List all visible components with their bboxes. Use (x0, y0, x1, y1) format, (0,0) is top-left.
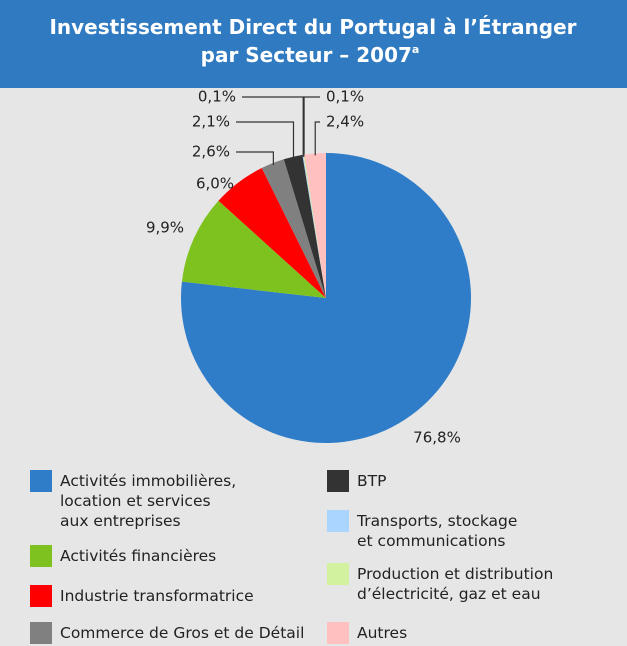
legend-swatch (30, 470, 52, 492)
legend-swatch (30, 545, 52, 567)
legend-swatch (30, 585, 52, 607)
pie-slice (303, 154, 326, 298)
leader-line (236, 121, 295, 159)
leader-line (236, 151, 274, 166)
chart-title: Investissement Direct du Portugal à l’Ét… (49, 15, 576, 39)
pie-slice (283, 154, 326, 298)
data-label: 0,1% (198, 88, 236, 106)
legend-swatch (327, 563, 349, 585)
title-superscript: a (412, 43, 419, 56)
chart-title: par Secteur – 2007a (201, 43, 420, 67)
leader-line (314, 121, 320, 156)
title-line: par Secteur – 2007 (201, 43, 412, 67)
pie-slice (218, 167, 326, 298)
legend-label: Commerce de Gros et de Détail (60, 624, 305, 642)
data-label: 2,1% (192, 113, 230, 131)
legend-label: Activités immobilières, location et serv… (60, 472, 237, 530)
pie-slice (261, 159, 326, 298)
legend-swatch (327, 510, 349, 532)
legend-label: Activités financières (60, 547, 217, 565)
data-label: 0,1% (326, 88, 364, 106)
data-label: 6,0% (196, 175, 234, 193)
pie-slice (302, 154, 326, 298)
legend-swatch (327, 622, 349, 644)
pie-slice (304, 153, 326, 298)
data-label: 2,6% (192, 143, 230, 161)
data-label: 9,9% (146, 219, 184, 237)
header (0, 0, 627, 88)
data-label: 76,8% (413, 429, 461, 447)
legend-label: Industrie transformatrice (60, 587, 254, 605)
legend-label: Production et distribution d’électricité… (357, 565, 554, 603)
legend-label: Autres (357, 624, 408, 642)
legend-swatch (327, 470, 349, 492)
legend-label: Transports, stockage et communications (357, 512, 518, 550)
legend-label: BTP (357, 472, 387, 490)
leader-line (242, 96, 304, 157)
leader-line (303, 96, 320, 157)
data-label: 2,4% (326, 113, 364, 131)
legend-swatch (30, 622, 52, 644)
pie-slice (181, 200, 326, 298)
